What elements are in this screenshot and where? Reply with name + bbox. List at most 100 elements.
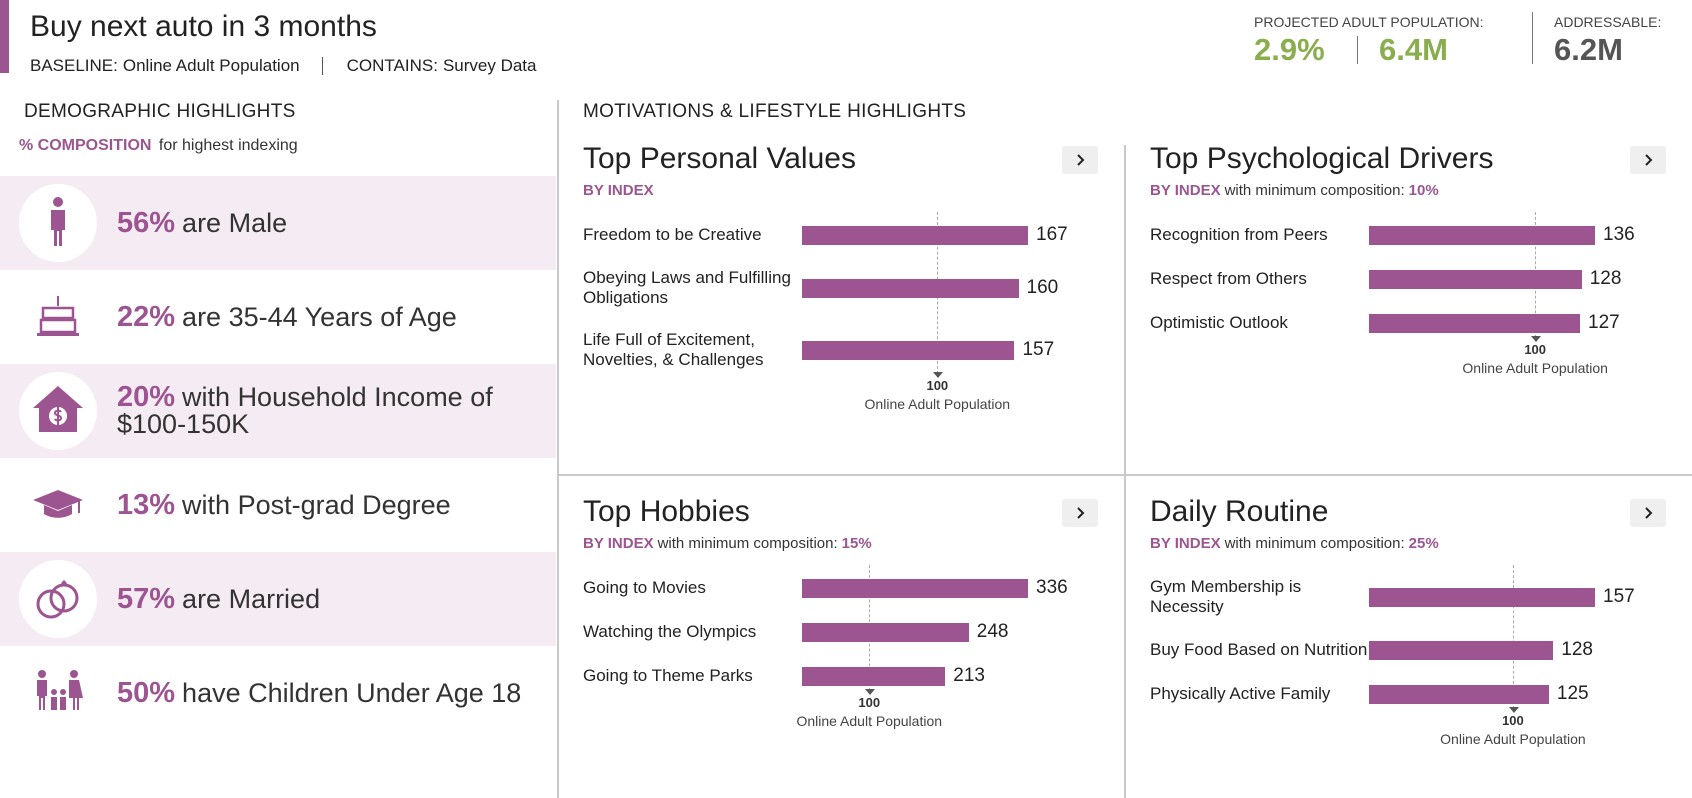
reference-arrow [1531, 336, 1542, 342]
demographic-row: 13% with Post-grad Degree [0, 458, 556, 552]
demographic-pct: 50% [117, 676, 176, 709]
bar-chart: Freedom to be Creative 167 Obeying Laws an… [583, 212, 1123, 416]
bar-label: Gym Membership is Necessity [1150, 577, 1302, 616]
panel: Top Hobbies BY INDEX with minimum composit… [583, 494, 1124, 794]
panel-title: Top Personal Values [583, 142, 856, 175]
bar-label: Physically Active Family [1150, 684, 1331, 703]
demographic-text: 56% are Male [117, 176, 542, 270]
reference-label: Online Adult Population [1440, 731, 1586, 747]
rings-icon [19, 560, 97, 638]
bar-label: Respect from Others [1150, 269, 1307, 288]
bar [1369, 684, 1549, 704]
contains-value: Survey Data [442, 56, 537, 75]
bar [802, 578, 1028, 598]
demographic-line: 22% are 35-44 Years of Age [117, 300, 457, 333]
demographic-desc: are Male [182, 207, 288, 238]
bar-chart: Going to Movies 336 Watching the Olympics 2… [583, 565, 1123, 733]
family-icon [19, 654, 97, 732]
separator [1532, 12, 1533, 64]
expand-button[interactable] [1062, 499, 1098, 527]
value-label: 125 [1556, 683, 1589, 704]
bar-row: Gym Membership is Necessity 157 [1150, 577, 1690, 617]
value-label: 157 [1022, 339, 1055, 360]
bar-label: Recognition from Peers [1150, 225, 1328, 244]
demographic-line: 57% are Married [117, 583, 321, 614]
bar-label: Life Full of Excitement, Novelties, & Ch… [583, 330, 764, 369]
divider [557, 474, 1692, 476]
value-label: 167 [1036, 224, 1068, 245]
metric: BY INDEX [1150, 182, 1221, 199]
min-value: 15% [841, 535, 872, 552]
value-label: 157 [1603, 586, 1635, 607]
demographic-text: 57% are Married [117, 552, 542, 646]
panel-subtitle: BY INDEX [583, 181, 654, 201]
bar-row: Obeying Laws and Fulfilling Obligations 1… [583, 268, 1123, 308]
expand-button[interactable] [1630, 499, 1666, 527]
separator [1357, 36, 1358, 64]
bar [1369, 269, 1582, 289]
demographic-pct: 22% [117, 300, 176, 333]
panel-subtitle: BY INDEX with minimum composition: 10% [1150, 181, 1439, 201]
chevron [1645, 154, 1653, 166]
bar-chart: Recognition from Peers 136 Respect from Ot… [1150, 212, 1690, 380]
demographic-line: 50% have Children Under Age 18 [117, 676, 521, 709]
bar-row: Going to Movies 336 [583, 577, 1123, 599]
value-label: 127 [1588, 312, 1620, 333]
bar-row: Watching the Olympics 248 [583, 621, 1123, 643]
addressable-value: 6.2M [1554, 32, 1623, 67]
reference-value: 100 [858, 695, 881, 710]
expand-button[interactable] [1062, 146, 1098, 174]
demographic-desc: with Household Income of $100-150K [117, 382, 493, 439]
chevron [1077, 154, 1085, 166]
metric: BY INDEX [583, 182, 654, 199]
min-label: with minimum composition: [1224, 535, 1405, 552]
bar-chart: Gym Membership is Necessity 157 Buy Food B… [1150, 565, 1690, 751]
panel-title: Daily Routine [1150, 495, 1329, 528]
bar-row: Going to Theme Parks 213 [583, 665, 1123, 687]
bar-row: Recognition from Peers 136 [1150, 224, 1690, 246]
bar [802, 622, 969, 642]
value-label: 128 [1589, 268, 1622, 289]
demographic-desc: are Married [182, 583, 321, 614]
min-label: with minimum composition: [657, 535, 838, 552]
expand-button[interactable] [1630, 146, 1666, 174]
bar-label: Obeying Laws and Fulfilling Obligations [583, 268, 791, 307]
panel: Top Personal Values BY INDEX Freedom to be… [583, 141, 1124, 441]
demographic-desc: are 35-44 Years of Age [182, 301, 457, 332]
reference-label: Online Adult Population [796, 713, 943, 729]
panel-title: Top Hobbies [583, 495, 750, 528]
house-icon [19, 372, 97, 450]
demographic-line: 20% with Household Income of $100-150K [117, 382, 542, 439]
demographic-line: 13% with Post-grad Degree [117, 488, 451, 521]
cap-icon [19, 466, 97, 544]
bar [802, 225, 1028, 245]
reference-arrow [933, 372, 944, 378]
min-label: with minimum composition: [1224, 182, 1405, 199]
value-label: 213 [953, 665, 985, 686]
panel-subtitle: BY INDEX with minimum composition: 25% [1150, 534, 1439, 554]
value-label: 160 [1026, 277, 1059, 298]
panel: Top Psychological Drivers BY INDEX with mi… [1150, 141, 1692, 441]
cake-icon [19, 278, 97, 356]
bar-row: Optimistic Outlook 127 [1150, 312, 1690, 334]
bar-row: Physically Active Family 125 [1150, 683, 1690, 705]
reference-arrow [1508, 707, 1519, 713]
min-value: 25% [1408, 535, 1439, 552]
baseline-label: BASELINE: [30, 56, 118, 75]
bar [802, 340, 1015, 360]
demographic-pct: 13% [117, 488, 176, 521]
chevron [1077, 507, 1085, 519]
demographic-text: 22% are 35-44 Years of Age [117, 270, 542, 364]
bar-row: Life Full of Excitement, Novelties, & Ch… [583, 330, 1123, 370]
subtitle-text: for highest indexing [158, 137, 298, 154]
demographic-text: 50% have Children Under Age 18 [117, 646, 542, 740]
accent-bar [0, 0, 9, 73]
reference-label: Online Adult Population [1462, 360, 1608, 376]
value-label: 248 [976, 621, 1009, 642]
bar [802, 666, 946, 686]
bar-row: Respect from Others 128 [1150, 268, 1690, 290]
panel-title: Top Psychological Drivers [1150, 142, 1494, 175]
bar-label: Buy Food Based on Nutrition [1150, 640, 1368, 659]
demographic-text: 20% with Household Income of $100-150K [117, 364, 542, 458]
